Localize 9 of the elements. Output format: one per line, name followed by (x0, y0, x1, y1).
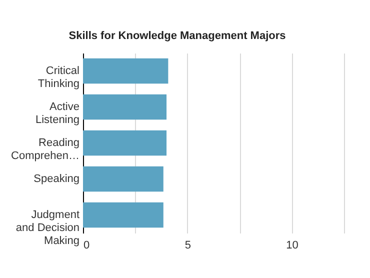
chart-title: Skills for Knowledge Management Majors (68, 30, 286, 42)
y-tick-label: Speaking (34, 173, 80, 185)
y-tick-label: Active Listening (35, 101, 80, 126)
x-tick-label: 10 (286, 240, 298, 252)
x-tick-label: 5 (184, 240, 191, 252)
x-tick-label: 0 (84, 240, 90, 252)
y-tick-label: Critical Thinking (38, 65, 80, 90)
y-tick-label: Judgment and Decision Making (16, 209, 80, 247)
y-tick-label: Reading Comprehen… (11, 137, 80, 162)
